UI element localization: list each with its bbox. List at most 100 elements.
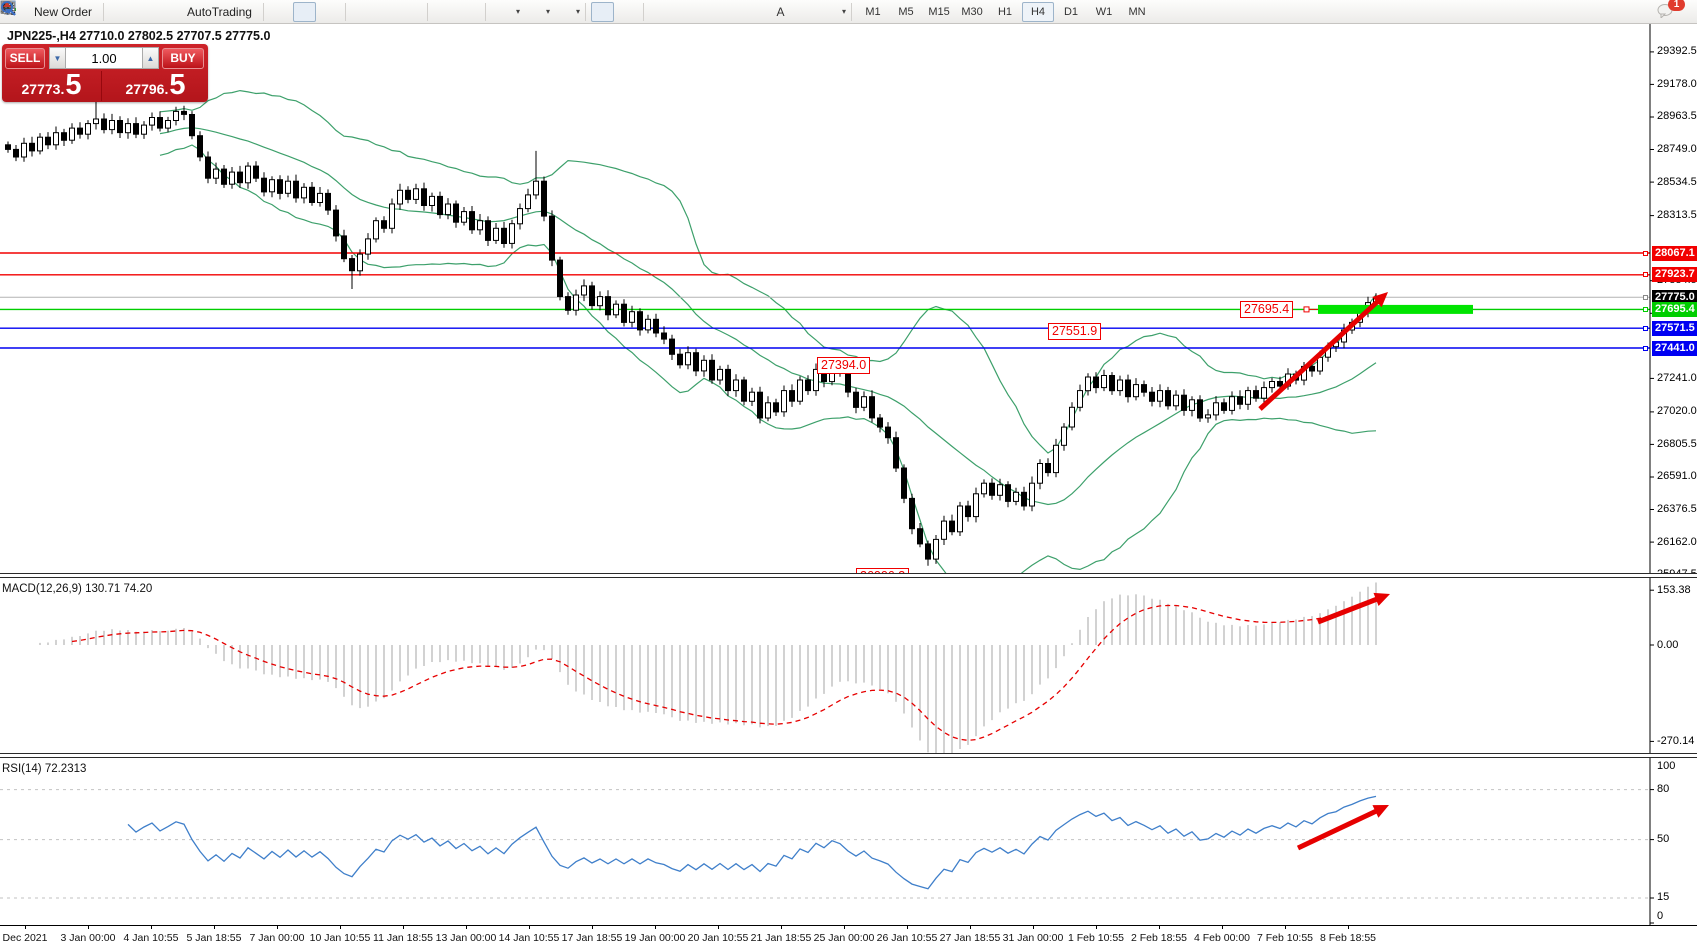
toolbar-separator [426,2,428,21]
time-axis-tick [340,926,341,929]
rsi-label: RSI(14) 72.2313 [2,763,87,775]
text-tool-icon[interactable]: A [776,4,785,19]
arrows-tool-icon[interactable] [3,2,840,22]
templates-icon[interactable] [1,2,574,22]
macd-axis-tick: 153.38 [1657,583,1691,596]
timeframe-button-M5[interactable]: M5 [898,5,914,18]
trendline-tool-icon[interactable] [1,2,720,22]
panel-separator[interactable] [0,573,1697,578]
chart-shift-icon[interactable] [2,2,480,22]
y-axis-tick: 28534.5 [1657,175,1697,188]
time-axis-label: 7 Feb 10:55 [1256,932,1314,944]
y-axis-tick: 27241.0 [1657,371,1697,384]
new-order-button[interactable]: New Order [0,0,98,22]
time-axis-tick [1348,926,1349,929]
time-axis[interactable]: Dec 2021 3 Jan 00:00 4 Jan 10:55 5 Jan 18:5… [0,925,1697,949]
time-axis-tick [214,926,215,929]
main-chart-panel[interactable]: JPN225-,H4 27710.0 27802.5 27707.5 27775… [0,24,1697,573]
rsi-axis-tick: 100 [1657,760,1676,772]
cursor-tool-icon[interactable] [3,1,614,22]
price-label-badge: 27923.7 [1652,267,1697,283]
time-axis-label: 26 Jan 10:55 [876,932,938,944]
autotrading-label: AutoTrading [187,4,252,19]
bar-chart-mode-icon[interactable] [2,2,292,22]
vertical-line-tool-icon[interactable] [7,2,672,22]
indicators-icon[interactable] [0,2,514,22]
price-annotation[interactable]: 27695.4 [1240,300,1294,318]
line-chart-mode-icon[interactable] [1,2,340,22]
text-label-tool-icon[interactable]: T [1,1,816,22]
price-line-handle [1643,306,1648,312]
autotrading-button[interactable]: AutoTrading [1,1,258,22]
y-axis-tick: 26591.0 [1657,470,1697,483]
toolbar-separator [103,2,105,21]
zoom-in-icon[interactable] [1,1,374,22]
macd-axis-tick: -270.14 [1657,734,1695,747]
time-axis-label: 11 Jan 18:55 [373,932,433,944]
indicators-dropdown-caret[interactable]: ▾ [515,7,520,16]
time-axis-tick [907,926,908,929]
main-chart-svg [0,24,1654,573]
timeframe-button-M1[interactable]: M1 [865,5,881,18]
timeframe-button-H1[interactable]: H1 [997,5,1013,18]
panel-separator[interactable] [0,753,1697,758]
sell-button[interactable]: SELL [5,47,45,69]
price-annotation[interactable]: 26006.3 [856,567,910,573]
time-axis-tick [1222,926,1223,929]
time-axis-label: Dec 2021 [2,932,48,944]
search-icon[interactable] [1,1,1655,22]
periods-icon[interactable] [1,1,544,22]
trade-panel-row: SELL ▼ ▲ BUY [2,47,208,69]
horizontal-line-tool-icon[interactable] [2,2,696,22]
volume-input[interactable] [66,47,142,69]
toolbar-separator [585,2,586,21]
notifications-icon[interactable]: 1 [1656,0,1685,22]
buy-button[interactable]: BUY [162,47,204,69]
signals-icon[interactable] [2,2,180,22]
y-axis-tick: 29178.0 [1657,77,1697,90]
time-axis-label: 14 Jan 10:55 [498,932,560,944]
highlight-bar [1318,304,1473,314]
tile-windows-icon[interactable] [1,2,422,22]
timeframe-button-M15[interactable]: M15 [928,5,950,18]
price-annotation[interactable]: 27551.9 [1048,322,1102,340]
rsi-axis-tick: 0 [1657,910,1664,922]
timeframe-button-H4[interactable]: H4 [1022,1,1055,22]
time-axis-tick [1033,926,1034,929]
price-line-handle [1643,345,1648,351]
toolbar-separator [344,2,346,21]
arrows-dropdown-caret[interactable]: ▾ [842,7,847,16]
market-depth-icon[interactable] [2,1,132,22]
price-annotation[interactable]: 27394.0 [817,357,871,375]
timeframe-button-W1[interactable]: W1 [1095,5,1113,18]
equidistant-channel-tool-icon[interactable]: E [0,2,744,22]
time-axis-tick [655,926,656,929]
sell-price-main: 27773. [21,81,65,97]
timeframe-button-MN[interactable]: MN [1128,5,1146,18]
candlestick-mode-icon[interactable] [2,1,316,22]
rsi-axis-tick: 80 [1657,783,1670,796]
buy-price-display[interactable]: 27796. 5 [103,71,208,101]
price-label-badge: 28067.1 [1652,245,1697,261]
templates-dropdown-caret[interactable]: ▾ [575,7,580,16]
time-axis-label: 4 Feb 00:00 [1193,932,1251,944]
crosshair-tool-icon[interactable] [1,1,638,22]
periods-dropdown-caret[interactable]: ▾ [545,7,550,16]
macd-svg [39,578,1654,753]
auto-scroll-icon[interactable] [2,2,456,22]
sell-price-display[interactable]: 27773. 5 [2,71,102,101]
timeframe-button-D1[interactable]: D1 [1063,5,1079,18]
fibonacci-tool-icon[interactable]: F [1,2,768,22]
new-order-label: New Order [34,4,93,19]
time-axis-label: 5 Jan 18:55 [186,932,242,944]
timeframe-button-M30[interactable]: M30 [961,5,983,18]
zoom-out-icon[interactable] [1,1,398,22]
time-axis-tick [151,926,152,929]
time-axis-tick [529,926,530,929]
rsi-axis-tick: 15 [1657,891,1670,904]
chart-profile-icon[interactable] [0,1,156,22]
y-axis-tick: 26805.5 [1657,437,1697,450]
macd-label: MACD(12,26,9) 130.71 74.20 [2,583,153,595]
volume-decrease-button[interactable]: ▼ [49,47,66,69]
volume-increase-button[interactable]: ▲ [142,47,159,69]
